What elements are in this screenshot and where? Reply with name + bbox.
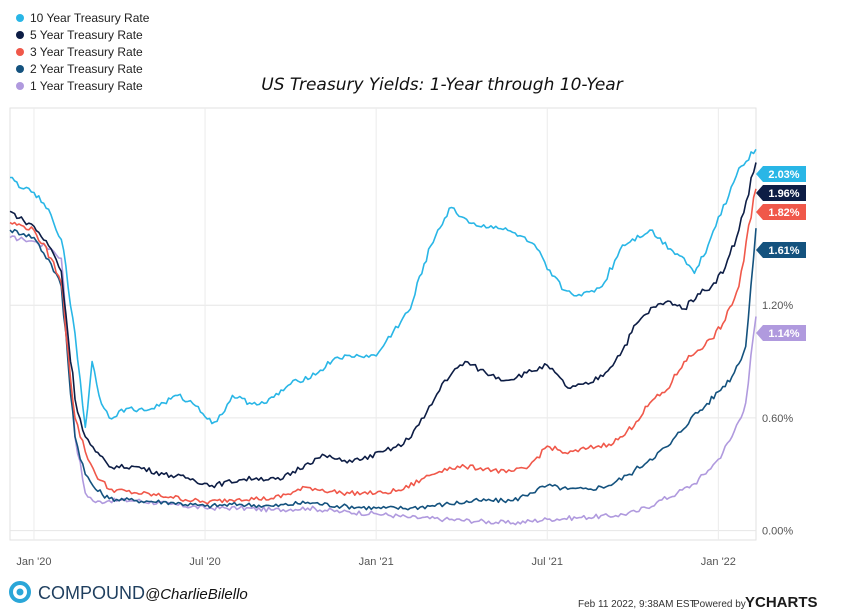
x-tick-label: Jul '20 (189, 556, 220, 568)
plot-area (9, 107, 757, 541)
end-value-label: 2.03% (768, 169, 799, 181)
legend-label: 1 Year Treasury Rate (30, 79, 143, 93)
end-value-label: 1.61% (768, 245, 799, 257)
powered-by: Powered by (693, 599, 746, 610)
legend-item[interactable]: 2 Year Treasury Rate (16, 62, 143, 76)
legend-item[interactable]: 10 Year Treasury Rate (16, 11, 150, 25)
x-tick-label: Jul '21 (532, 556, 563, 568)
compound-logo-icon (9, 581, 31, 603)
series-line (9, 228, 757, 511)
timestamp: Feb 11 2022, 9:38AM EST. (578, 599, 697, 610)
series-line (9, 188, 757, 505)
chart-title: US Treasury Yields: 1-Year through 10-Ye… (261, 75, 623, 95)
legend-item[interactable]: 3 Year Treasury Rate (16, 45, 143, 59)
legend-swatch (16, 14, 24, 22)
legend-item[interactable]: 5 Year Treasury Rate (16, 28, 143, 42)
end-value-badge: 1.61% (756, 242, 806, 258)
legend-swatch (16, 65, 24, 73)
end-value-badges: 2.03% 1.96% 1.82% 1.61% 1.14% (756, 166, 806, 341)
twitter-handle: @CharlieBilello (145, 586, 248, 603)
y-tick-label: 0.00% (762, 526, 793, 538)
gridlines (10, 108, 756, 540)
ycharts-logo: YCHARTS (745, 594, 818, 611)
legend-item[interactable]: 1 Year Treasury Rate (16, 79, 143, 93)
legend-swatch (16, 82, 24, 90)
x-tick-label: Jan '22 (701, 556, 736, 568)
legend-label: 10 Year Treasury Rate (30, 11, 150, 25)
legend-label: 5 Year Treasury Rate (30, 28, 143, 42)
end-value-label: 1.96% (768, 188, 799, 200)
end-value-badge: 1.96% (756, 185, 806, 201)
compound-logo (9, 581, 31, 603)
y-axis-ticks: 0.00% 0.60% 1.20% (762, 300, 793, 537)
end-value-badge: 2.03% (756, 166, 806, 182)
compound-brand: COMPOUND (38, 583, 145, 603)
y-tick-label: 0.60% (762, 413, 793, 425)
end-value-label: 1.14% (768, 328, 799, 340)
y-tick-label: 1.20% (762, 300, 793, 312)
legend[interactable]: 10 Year Treasury Rate 5 Year Treasury Rat… (16, 11, 150, 93)
x-tick-label: Jan '20 (16, 556, 51, 568)
legend-swatch (16, 48, 24, 56)
series-line (9, 148, 757, 429)
end-value-label: 1.82% (768, 207, 799, 219)
legend-swatch (16, 31, 24, 39)
x-axis-ticks: Jan '20 Jul '20 Jan '21 Jul '21 Jan '22 (16, 556, 736, 568)
end-value-badge: 1.14% (756, 325, 806, 341)
series-lines (9, 148, 757, 526)
x-tick-label: Jan '21 (359, 556, 394, 568)
legend-label: 2 Year Treasury Rate (30, 62, 143, 76)
end-value-badge: 1.82% (756, 204, 806, 220)
legend-label: 3 Year Treasury Rate (30, 45, 143, 59)
series-line (9, 162, 757, 489)
